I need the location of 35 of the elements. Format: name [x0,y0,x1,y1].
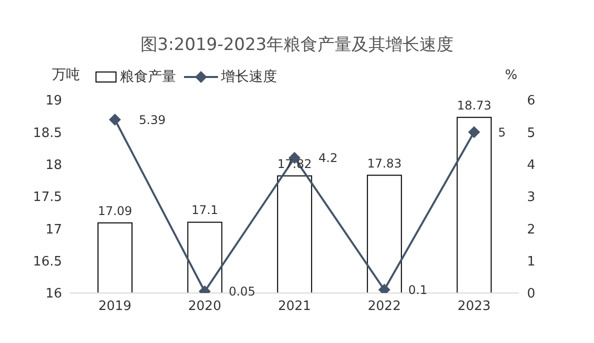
data-label: 18.73 [457,98,492,112]
y-tick-label: 18.5 [33,126,62,141]
y2-tick-label: 3 [527,190,536,206]
y2-tick-label: 6 [527,94,536,109]
data-label: 4.2 [318,151,338,166]
y2-axis-title: % [505,68,518,83]
data-label: 0.1 [408,283,428,298]
data-label: 17.09 [98,204,132,218]
legend-label: 粮食产量 [120,68,176,86]
y-axis-title: 万吨 [52,66,80,84]
y-tick-label: 17.5 [33,190,62,206]
data-label: 0.05 [228,284,256,299]
data-label: 17.83 [367,156,402,170]
y-tick-label: 16.5 [33,254,62,270]
data-label: 5 [498,125,506,140]
y2-tick-label: 5 [527,126,536,141]
x-tick-label: 2020 [188,299,222,314]
x-tick-label: 2021 [278,299,312,314]
y2-tick-label: 2 [527,222,536,238]
y2-tick-label: 0 [527,286,536,302]
data-label: 5.39 [138,112,166,127]
point [468,126,480,138]
data-label: 17.1 [191,203,218,218]
x-tick-label: 2019 [98,299,132,314]
point [108,114,121,126]
y-tick-label: 18 [45,158,62,173]
x-tick-label: 2023 [458,299,491,314]
y2-tick-label: 1 [527,254,536,270]
y-tick-label: 16 [45,286,62,302]
chart-title: 图3:2019-2023年粮食产量及其增长速度 [139,34,455,56]
y2-tick-label: 4 [527,158,536,173]
y-tick-label: 17 [45,222,62,238]
x-tick-label: 2022 [368,299,401,314]
y-tick-label: 19 [45,94,62,109]
legend-label: 增长速度 [221,68,277,86]
